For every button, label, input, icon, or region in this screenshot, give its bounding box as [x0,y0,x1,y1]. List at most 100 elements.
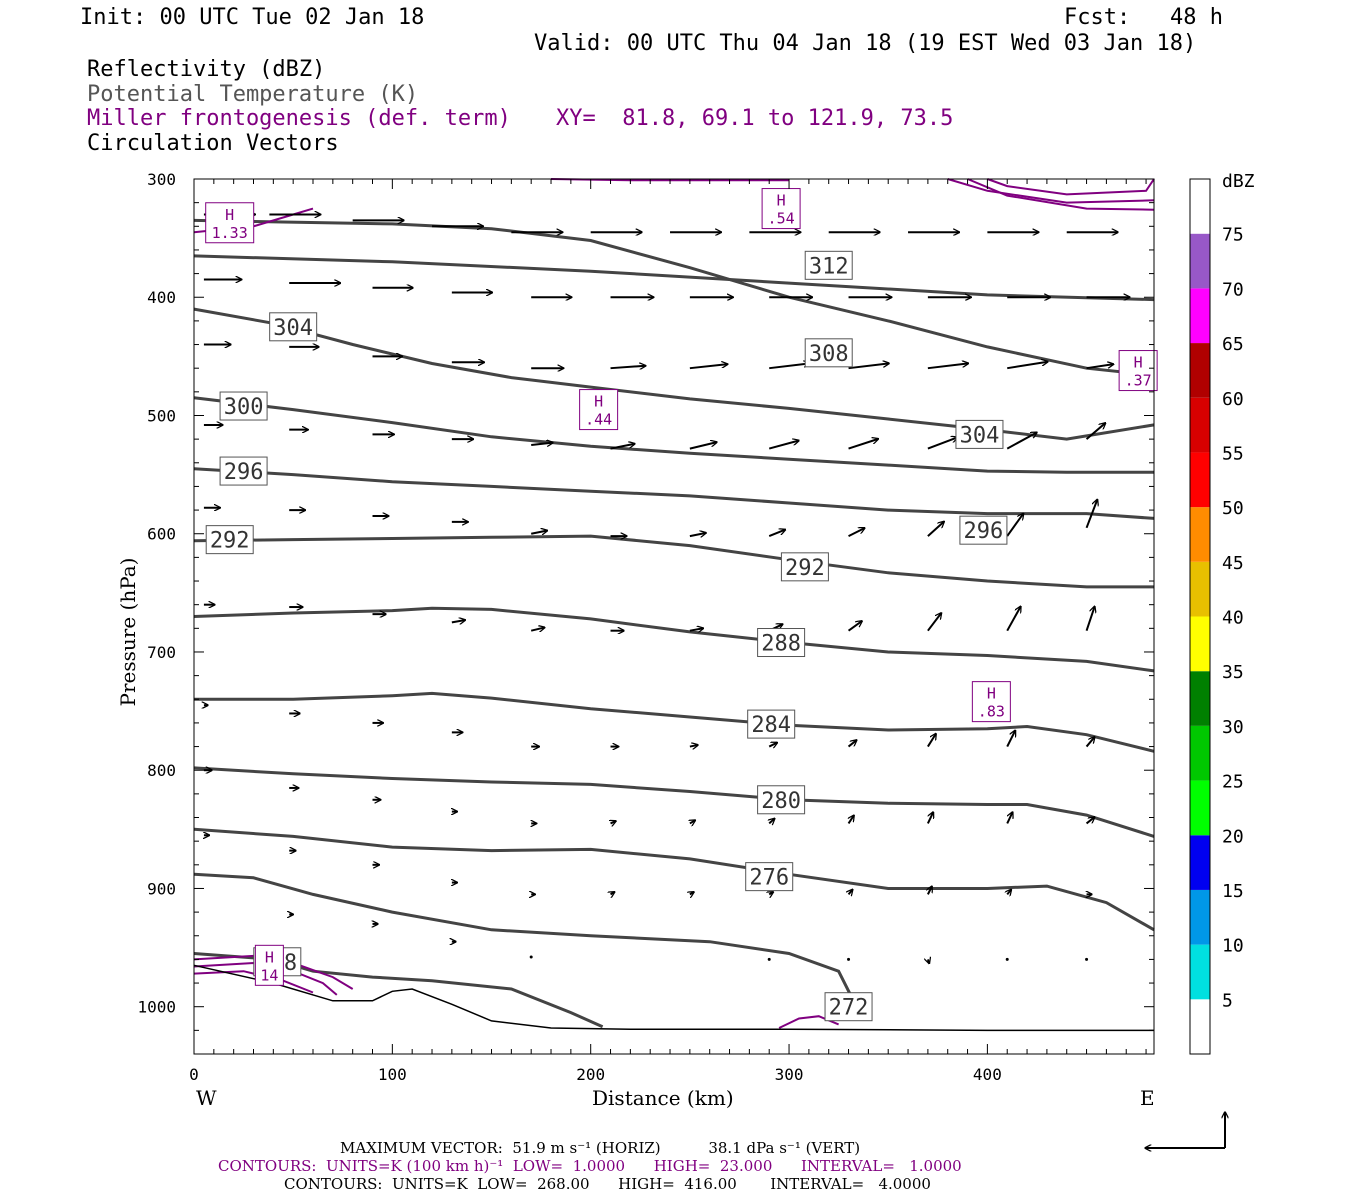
theta-contour-288 [193,606,1155,673]
y-tick-label: 900 [147,879,176,898]
circulation-vector [847,621,863,632]
circulation-vector [611,892,615,894]
fronto-max-value: .37 [1125,372,1152,390]
circulation-vector [1005,957,1009,961]
field-reflectivity: Reflectivity (dBZ) [87,57,326,82]
colorbar-swatch [1190,725,1210,781]
theta-label-box [804,338,853,368]
colorbar-swatch [1190,671,1210,726]
y-tick-label: 500 [147,406,176,425]
colorbar-level: 40 [1222,608,1244,629]
circulation-vector [610,444,635,450]
theta-contour-280 [193,766,1155,838]
theta-label: 300 [224,395,264,420]
colorbar-swatch [1190,835,1210,890]
theta-label: 292 [785,556,825,581]
circulation-vector [1006,606,1021,632]
y-tick-label: 400 [147,288,176,307]
valid-time: Valid: 00 UTC Thu 04 Jan 18 (19 EST Wed … [534,31,1197,56]
circulation-vector [611,821,616,823]
circulation-vector [927,363,969,370]
theta-label-box [219,391,268,421]
x-tick-label: 300 [775,1065,804,1084]
circulation-vector [1006,432,1037,450]
circulation-vector [848,528,865,537]
y-tick-label: 300 [147,170,176,189]
theta-label: 272 [829,996,869,1021]
colorbar-swatch [1190,288,1210,344]
circulation-vector [1007,890,1011,895]
circulation-vector [1085,817,1095,825]
fronto-max-h: H [1134,354,1143,372]
west-label: W [196,1086,217,1110]
circulation-vector [1006,730,1015,748]
colorbar-swatch [1190,507,1210,562]
circulation-vector [531,443,553,445]
cross-section-xy: XY= 81.8, 69.1 to 121.9, 73.5 [556,106,954,131]
fronto-max-value: .83 [978,703,1005,721]
circulation-vector [927,522,944,537]
circulation-vector [927,437,958,450]
colorbar-level: 45 [1222,553,1244,574]
east-label: E [1140,1086,1155,1110]
fronto-max-box [254,944,284,986]
colorbar-level: 25 [1222,772,1244,793]
theta-label: 288 [761,632,801,657]
circulation-vector [848,439,879,450]
circulation-vector [689,442,717,450]
theta-label: 308 [809,342,849,367]
fronto-max-h: H [225,206,234,224]
colorbar-swatch [1190,889,1210,945]
theta-contour-info: CONTOURS: UNITS=K LOW= 268.00 HIGH= 416.… [284,1175,931,1193]
theta-label: 280 [761,789,801,814]
fronto-contour-info: CONTOURS: UNITS=K (100 km h)⁻¹ LOW= 1.00… [218,1157,962,1175]
fronto-max-h: H [594,393,603,411]
circulation-vector [928,959,929,963]
plot-frame [193,178,1155,1055]
fronto-max-value: 14 [260,966,278,984]
circulation-vector [1006,812,1012,824]
colorbar-swatch [1190,397,1210,453]
fronto-max-box [971,681,1011,723]
theta-label-box [757,628,806,658]
colorbar-level: 15 [1222,881,1244,902]
theta-contour-292 [193,534,1154,589]
colorbar-level: 55 [1222,443,1244,464]
y-tick-label: 700 [147,643,176,662]
circulation-vector [769,819,774,824]
circulation-vector [451,620,466,622]
circulation-vector [689,628,704,630]
circulation-vector [769,363,810,370]
circulation-vector [848,363,890,370]
circulation-vector [529,955,533,959]
theta-label-box [780,552,829,582]
circulation-vector [769,892,773,894]
circulation-vector [1006,513,1023,537]
circulation-vector [767,957,771,961]
colorbar-swatch [1190,780,1210,836]
x-tick-label: 100 [378,1065,407,1084]
x-tick-label: 400 [973,1065,1002,1084]
colorbar-swatch [1190,343,1210,398]
field-potential-temperature: Potential Temperature (K) [87,82,419,107]
theta-label: 296 [224,460,264,485]
fronto-contour [947,178,1155,204]
colorbar-swatch [1190,561,1210,617]
fronto-max-box [205,202,255,244]
colorbar-level: 30 [1222,717,1244,738]
y-tick-label: 600 [147,525,176,544]
theta-label-box [205,525,254,555]
max-vector-info: MAXIMUM VECTOR: 51.9 m s⁻¹ (HORIZ) 38.1 … [340,1139,861,1157]
colorbar-swatch [1190,999,1210,1054]
circulation-vector [1085,606,1095,632]
circulation-vector [768,743,777,747]
y-tick-label: 800 [147,761,176,780]
circulation-vector [768,440,799,450]
circulation-vector [847,740,857,748]
theta-contour-296 [193,467,1155,520]
colorbar-swatch [1190,179,1210,234]
circulation-vector [1086,364,1114,370]
circulation-vector [1007,362,1048,370]
fronto-max-h: H [265,948,274,966]
x-axis-title: Distance (km) [592,1086,734,1110]
